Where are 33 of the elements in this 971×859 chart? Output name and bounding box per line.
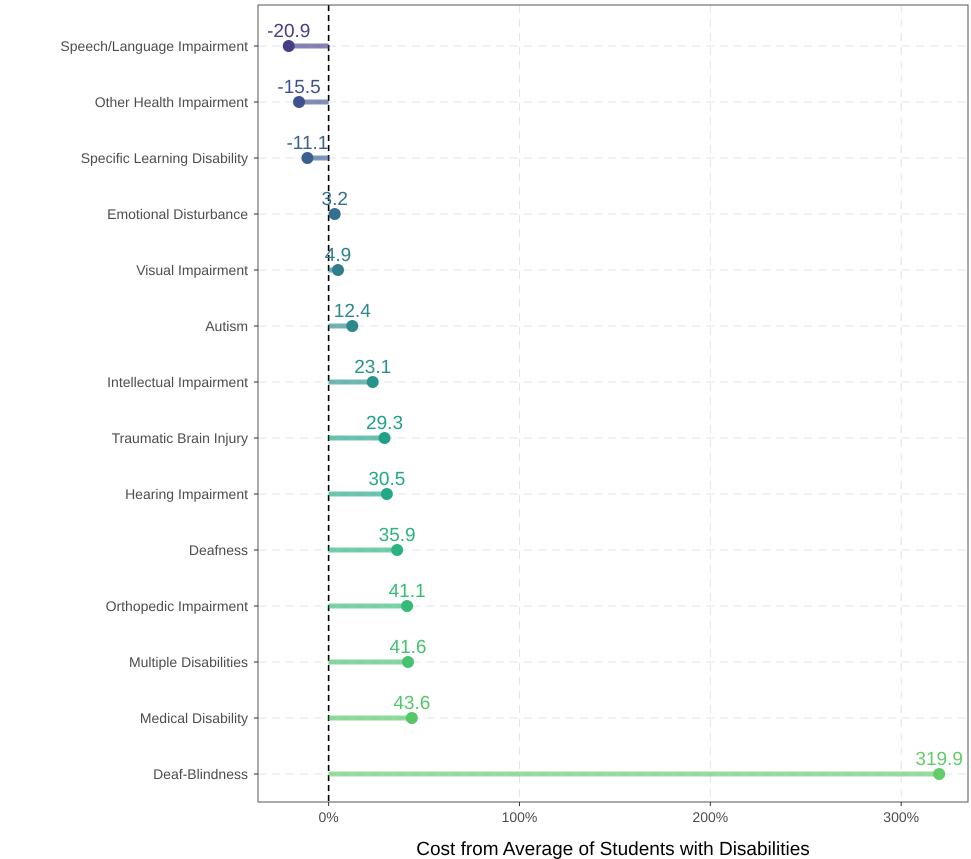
data-label: -15.5 [277, 77, 321, 98]
x-tick-label: 200% [692, 809, 728, 825]
y-tick-label: Deafness [188, 542, 248, 558]
data-label: 30.5 [368, 469, 406, 490]
data-label: 12.4 [334, 301, 372, 322]
x-tick-label: 100% [502, 809, 538, 825]
y-tick-label: Intellectual Impairment [107, 374, 248, 390]
x-tick-label: 0% [318, 809, 339, 825]
data-label: 29.3 [366, 413, 404, 434]
y-tick-label: Specific Learning Disability [80, 150, 248, 166]
y-tick-label: Multiple Disabilities [128, 654, 248, 670]
y-tick-label: Visual Impairment [136, 262, 248, 278]
data-label: -11.1 [286, 133, 328, 154]
y-tick-label: Other Health Impairment [94, 94, 248, 110]
y-tick-label: Speech/Language Impairment [60, 38, 248, 54]
y-tick-label: Emotional Disturbance [107, 206, 248, 222]
data-label: 43.6 [393, 693, 430, 714]
y-tick-label: Orthopedic Impairment [106, 598, 248, 614]
data-label: 4.9 [324, 245, 352, 266]
y-tick-label: Autism [205, 318, 248, 334]
data-label: 23.1 [354, 357, 392, 378]
x-axis-title: Cost from Average of Students with Disabilities [416, 839, 810, 859]
data-label: 3.2 [322, 189, 348, 210]
data-label: 41.1 [388, 581, 426, 602]
data-label: 319.9 [915, 749, 963, 770]
y-tick-label: Medical Disability [140, 710, 248, 726]
y-tick-label: Traumatic Brain Injury [112, 430, 248, 446]
data-label: 41.6 [390, 637, 427, 658]
y-tick-label: Deaf-Blindness [153, 766, 248, 782]
data-label: 35.9 [378, 525, 416, 546]
x-tick-label: 300% [883, 809, 920, 825]
y-tick-label: Hearing Impairment [125, 486, 248, 502]
data-label: -20.9 [267, 21, 310, 42]
